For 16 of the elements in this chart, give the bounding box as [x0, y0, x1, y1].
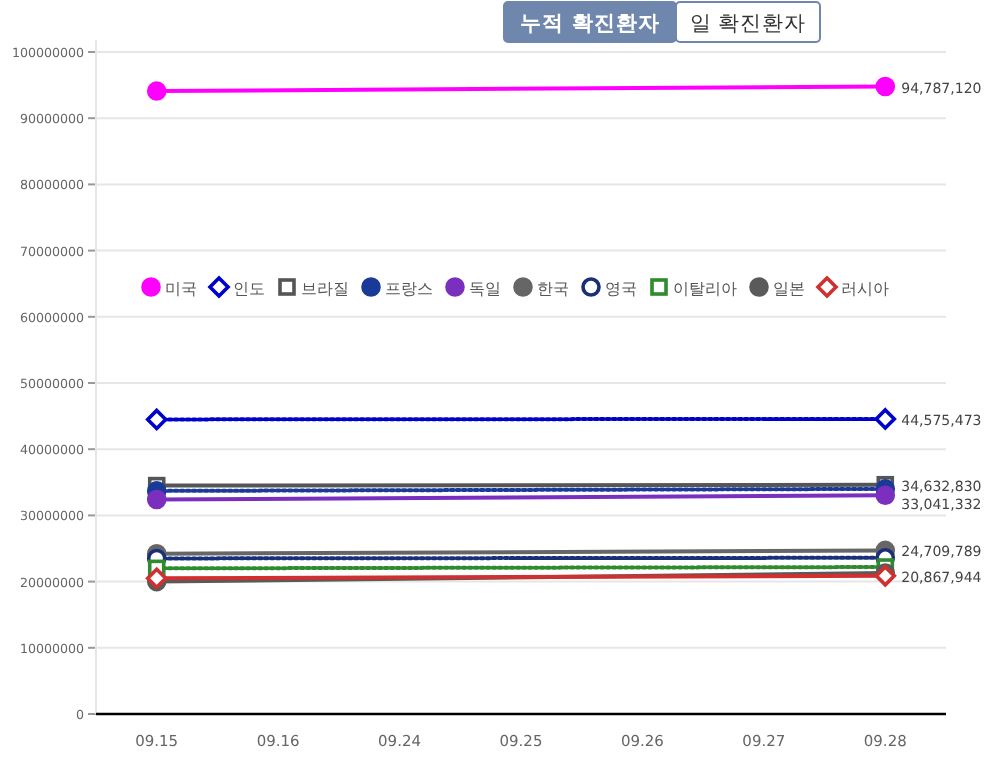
legend-label: 이탈리아: [673, 280, 737, 299]
point: [875, 485, 896, 506]
point: [145, 408, 168, 431]
legend-label: 독일: [469, 280, 501, 299]
legend-label: 일본: [773, 280, 805, 299]
point: [875, 76, 896, 97]
legend-label: 러시아: [841, 280, 889, 299]
legend-label: 한국: [537, 280, 569, 299]
legend-label: 프랑스: [385, 280, 433, 299]
point: [874, 408, 897, 430]
legend-label: 브라질: [301, 280, 349, 299]
legend-label: 인도: [233, 280, 265, 299]
point: [146, 81, 167, 101]
legend-label: 영국: [605, 280, 637, 299]
legend-label: 미국: [165, 280, 197, 299]
point: [146, 489, 167, 510]
